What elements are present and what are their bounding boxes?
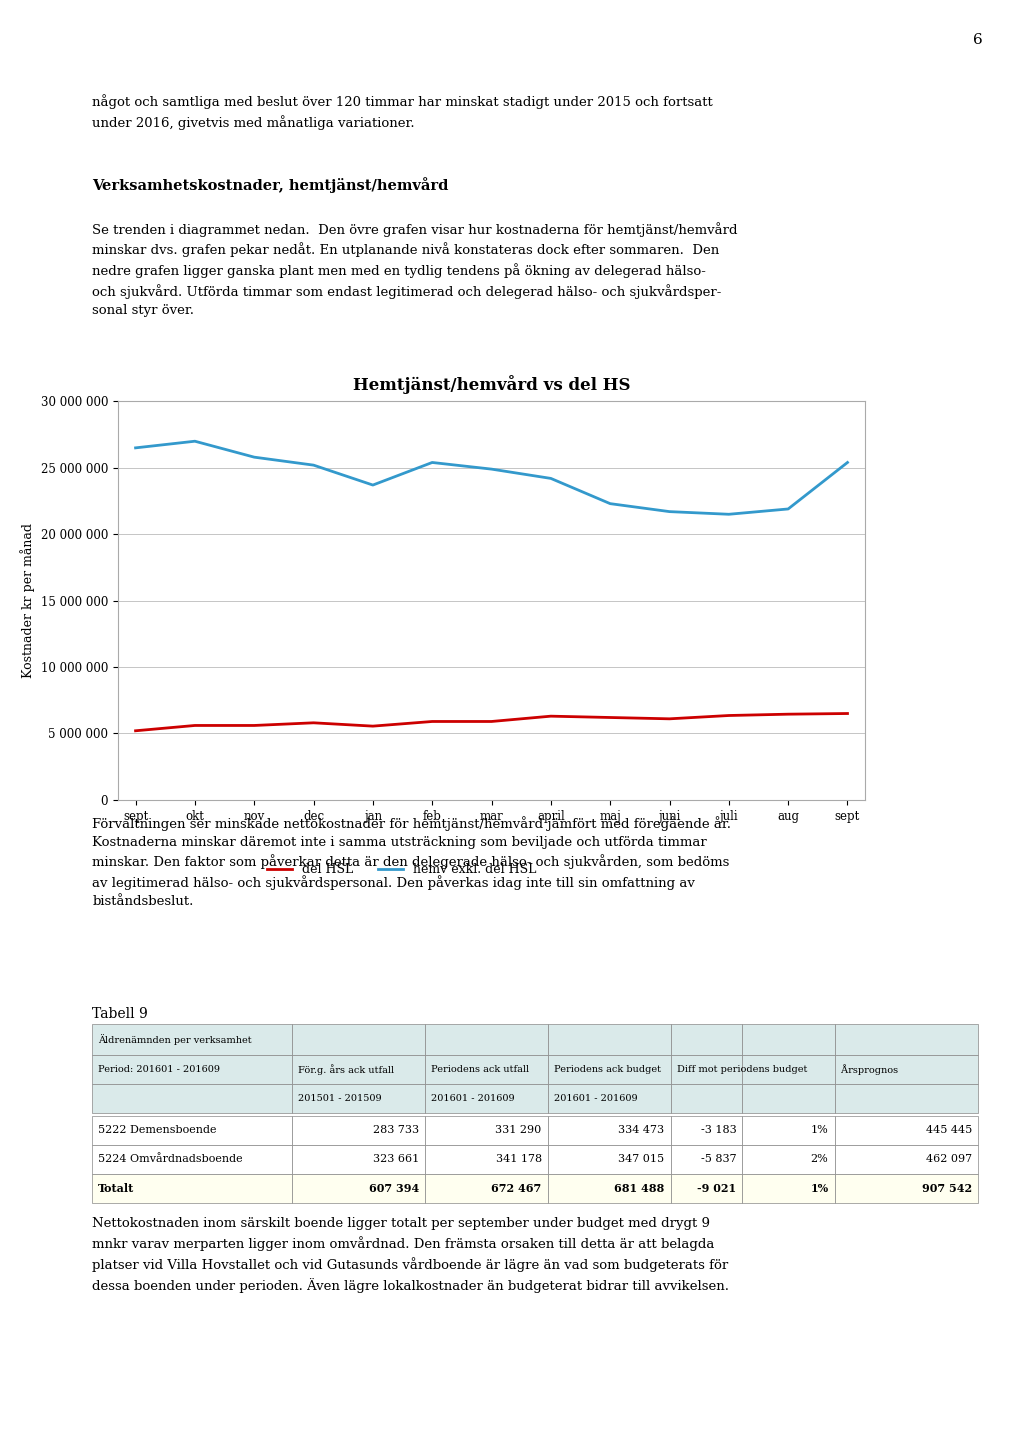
- Bar: [742, 1084, 835, 1113]
- Bar: [92, 1174, 292, 1203]
- Text: 5224 Omvårdnadsboende: 5224 Omvårdnadsboende: [98, 1155, 243, 1164]
- Text: Äldrenämnden per verksamhet: Äldrenämnden per verksamhet: [98, 1035, 252, 1045]
- Text: Diff mot periodens budget: Diff mot periodens budget: [677, 1065, 807, 1074]
- Bar: [835, 1174, 978, 1203]
- Text: Tabell 9: Tabell 9: [92, 1007, 147, 1022]
- Bar: [835, 1145, 978, 1174]
- Bar: [835, 1084, 978, 1113]
- Text: 1%: 1%: [810, 1182, 828, 1194]
- Bar: [425, 1116, 548, 1145]
- Bar: [742, 1145, 835, 1174]
- Text: Nettokostnaden inom särskilt boende ligger totalt per september under budget med: Nettokostnaden inom särskilt boende ligg…: [92, 1217, 729, 1293]
- Text: Periodens ack budget: Periodens ack budget: [554, 1065, 660, 1074]
- Bar: [742, 1116, 835, 1145]
- Bar: [92, 1055, 292, 1084]
- Text: 1%: 1%: [811, 1126, 828, 1135]
- Bar: [425, 1174, 548, 1203]
- Bar: [671, 1084, 742, 1113]
- Bar: [292, 1024, 425, 1055]
- Text: något och samtliga med beslut över 120 timmar har minskat stadigt under 2015 och: något och samtliga med beslut över 120 t…: [92, 94, 713, 130]
- Text: -9 021: -9 021: [697, 1182, 736, 1194]
- Bar: [548, 1174, 671, 1203]
- Legend: del HSL, hemv exkl. del HSL: del HSL, hemv exkl. del HSL: [262, 858, 542, 881]
- Text: 462 097: 462 097: [926, 1155, 972, 1164]
- Text: 334 473: 334 473: [618, 1126, 665, 1135]
- Text: Verksamhetskostnader, hemtjänst/hemvård: Verksamhetskostnader, hemtjänst/hemvård: [92, 177, 449, 193]
- Bar: [671, 1055, 742, 1084]
- Text: Förvaltningen ser minskade nettokostnader för hemtjänst/hemvård jämfört med före: Förvaltningen ser minskade nettokostnade…: [92, 816, 731, 909]
- Text: -5 837: -5 837: [700, 1155, 736, 1164]
- Text: Periodens ack utfall: Periodens ack utfall: [431, 1065, 529, 1074]
- Text: Period: 201601 - 201609: Period: 201601 - 201609: [98, 1065, 220, 1074]
- Y-axis label: Kostnader kr per månad: Kostnader kr per månad: [20, 523, 35, 678]
- Bar: [548, 1116, 671, 1145]
- Text: 672 467: 672 467: [492, 1182, 542, 1194]
- Text: 681 488: 681 488: [614, 1182, 665, 1194]
- Bar: [292, 1055, 425, 1084]
- Bar: [292, 1116, 425, 1145]
- Bar: [671, 1145, 742, 1174]
- Bar: [835, 1024, 978, 1055]
- Bar: [292, 1145, 425, 1174]
- Bar: [671, 1174, 742, 1203]
- Text: 5222 Demensboende: 5222 Demensboende: [98, 1126, 217, 1135]
- Bar: [548, 1145, 671, 1174]
- Bar: [548, 1024, 671, 1055]
- Bar: [292, 1084, 425, 1113]
- Text: 331 290: 331 290: [496, 1126, 542, 1135]
- Text: 6: 6: [973, 33, 983, 48]
- Bar: [835, 1116, 978, 1145]
- Bar: [742, 1024, 835, 1055]
- Bar: [548, 1084, 671, 1113]
- Text: 907 542: 907 542: [922, 1182, 972, 1194]
- Text: Totalt: Totalt: [98, 1182, 134, 1194]
- Text: 445 445: 445 445: [926, 1126, 972, 1135]
- Text: 201601 - 201609: 201601 - 201609: [431, 1094, 515, 1103]
- Bar: [425, 1055, 548, 1084]
- Text: 341 178: 341 178: [496, 1155, 542, 1164]
- Bar: [425, 1145, 548, 1174]
- Text: 201501 - 201509: 201501 - 201509: [298, 1094, 382, 1103]
- Bar: [92, 1145, 292, 1174]
- Bar: [425, 1024, 548, 1055]
- Bar: [92, 1024, 292, 1055]
- Bar: [92, 1084, 292, 1113]
- Text: För.g. års ack utfall: För.g. års ack utfall: [298, 1064, 394, 1075]
- Bar: [835, 1055, 978, 1084]
- Bar: [742, 1055, 835, 1084]
- Text: -3 183: -3 183: [700, 1126, 736, 1135]
- Text: 323 661: 323 661: [373, 1155, 419, 1164]
- Text: 201601 - 201609: 201601 - 201609: [554, 1094, 638, 1103]
- Bar: [425, 1084, 548, 1113]
- Text: 607 394: 607 394: [369, 1182, 419, 1194]
- Text: 347 015: 347 015: [618, 1155, 665, 1164]
- Text: Se trenden i diagrammet nedan.  Den övre grafen visar hur kostnaderna för hemtjä: Se trenden i diagrammet nedan. Den övre …: [92, 222, 737, 317]
- Bar: [292, 1174, 425, 1203]
- Text: Årsprognos: Årsprognos: [841, 1064, 898, 1075]
- Bar: [671, 1116, 742, 1145]
- Bar: [671, 1024, 742, 1055]
- Bar: [548, 1055, 671, 1084]
- Text: 283 733: 283 733: [373, 1126, 419, 1135]
- Bar: [742, 1174, 835, 1203]
- Title: Hemtjänst/hemvård vs del HS: Hemtjänst/hemvård vs del HS: [353, 375, 630, 394]
- Bar: [92, 1116, 292, 1145]
- Text: 2%: 2%: [811, 1155, 828, 1164]
